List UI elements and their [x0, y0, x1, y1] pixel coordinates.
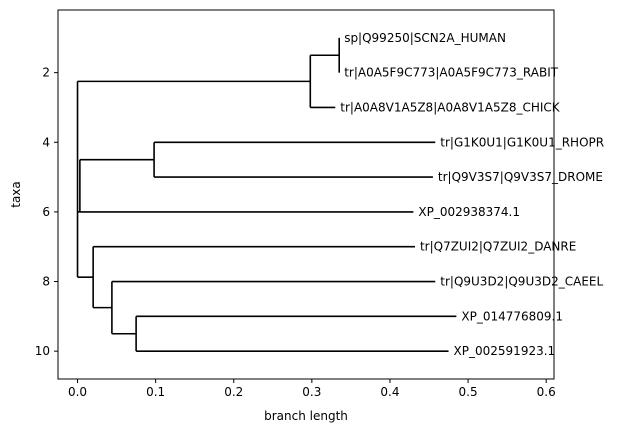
leaf-label: XP_014776809.1 — [461, 309, 563, 323]
y-tick-label: 2 — [42, 66, 50, 80]
leaf-label: XP_002591923.1 — [454, 344, 556, 358]
y-tick-label: 8 — [42, 275, 50, 289]
leaf-label: tr|Q7ZUI2|Q7ZUI2_DANRE — [420, 240, 576, 254]
x-tick-label: 0.5 — [459, 385, 478, 399]
x-tick-label: 0.1 — [146, 385, 165, 399]
y-tick-label: 6 — [42, 205, 50, 219]
y-axis-label: taxa — [9, 181, 23, 208]
axes-frame — [57, 9, 555, 380]
x-axis-label: branch length — [264, 409, 348, 423]
leaf-label: tr|Q9U3D2|Q9U3D2_CAEEL — [440, 275, 603, 289]
plot-area: sp|Q99250|SCN2A_HUMAN tr|A0A5F9C773|A0A5F… — [76, 31, 604, 358]
y-tick-label: 4 — [42, 135, 50, 149]
x-tick-label: 0.4 — [380, 385, 399, 399]
x-tick-label: 0.2 — [224, 385, 243, 399]
leaf-label: tr|Q9V3S7|Q9V3S7_DROME — [438, 170, 603, 184]
x-tick-label: 0.0 — [68, 385, 87, 399]
leaf-label: XP_002938374.1 — [418, 205, 520, 219]
leaf-label: tr|A0A8V1A5Z8|A0A8V1A5Z8_CHICK — [340, 100, 561, 114]
x-tick-label: 0.6 — [537, 385, 556, 399]
leaf-label: tr|G1K0U1|G1K0U1_RHOPR — [440, 135, 604, 149]
x-tick-label: 0.3 — [302, 385, 321, 399]
y-tick-label: 10 — [35, 344, 50, 358]
leaf-label: tr|A0A5F9C773|A0A5F9C773_RABIT — [344, 66, 559, 80]
axes-layer: 0.0 0.1 0.2 0.3 0.4 0.5 0.6 2 4 6 8 10 — [35, 9, 556, 399]
leaf-label: sp|Q99250|SCN2A_HUMAN — [344, 31, 506, 45]
